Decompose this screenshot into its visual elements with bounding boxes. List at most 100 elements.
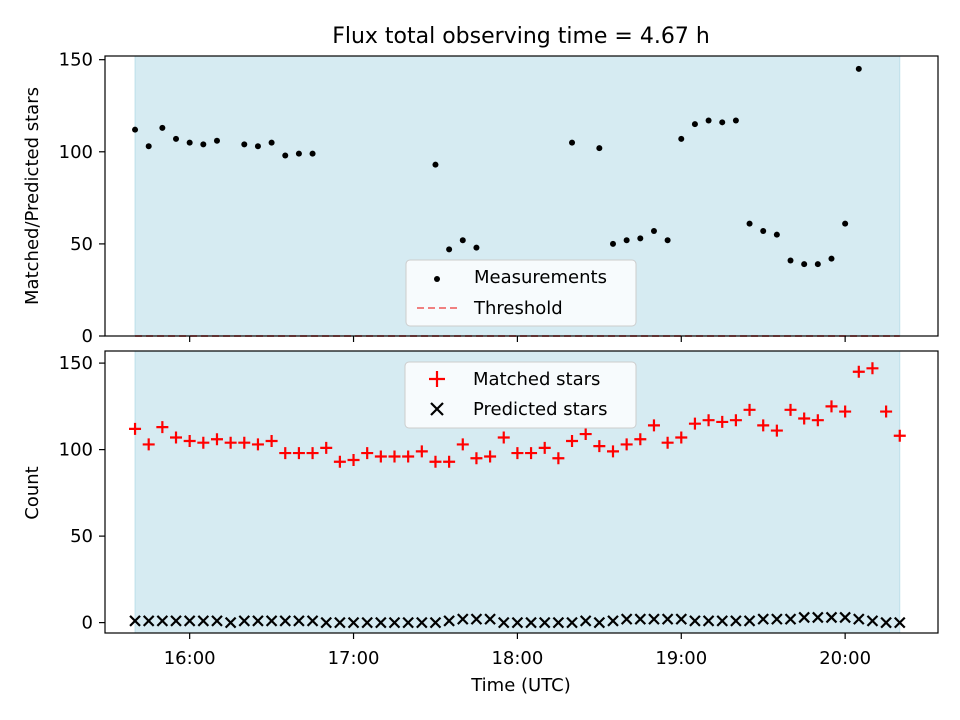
predicted-star-point [224,616,237,629]
matched-star-point [170,431,183,444]
predicted-star-point [880,616,892,629]
matched-star-point [729,414,742,427]
matched-star-point [798,412,811,425]
measurement-point [664,237,671,244]
bottom-panel-frame [104,350,939,634]
matched-star-point [251,438,264,451]
x-tick-label: 19:00 [655,648,707,669]
measurement-point [446,246,453,253]
measurement-point [609,240,616,247]
bottom-legend: Matched stars Predicted stars [404,361,637,429]
x-tick-label: 17:00 [328,648,380,669]
predicted-star-point [497,616,510,629]
predicted-star-point [634,613,647,625]
predicted-star-point [183,615,196,627]
predicted-star-point [784,613,797,625]
measurement-point [132,126,139,133]
x-tick-label: 20:00 [819,648,871,669]
matched-star-point [538,441,551,454]
matched-star-point [333,455,346,468]
measurement-point [473,244,480,251]
predicted-star-point [170,615,182,627]
top-y-tick-label: 50 [70,234,93,255]
matched-star-point [443,455,456,468]
measurement-point [719,119,726,126]
predicted-stars-points [129,611,906,629]
measurement-point [145,143,152,150]
matched-star-point [593,440,606,453]
matched-star-point [566,434,579,447]
predicted-star-point [702,615,715,627]
predicted-star-point [457,613,469,625]
matched-star-point [811,414,824,427]
top-y-tick-label: 0 [82,326,93,347]
predicted-star-point [620,613,633,625]
matched-star-point [279,447,292,460]
predicted-star-point [375,616,387,629]
measurement-point [268,139,275,146]
matched-star-point [129,422,142,435]
measurement-point [801,261,808,268]
predicted-star-point [661,613,674,625]
measurement-point [432,161,439,168]
top-y-axis: 0 50 100 150 [59,50,105,347]
predicted-star-point [197,615,210,627]
predicted-star-point [579,615,592,627]
matched-star-point [634,433,647,446]
matched-star-point [525,447,538,460]
predicted-star-point [388,616,401,629]
x-axis-label: Time (UTC) [470,675,571,696]
measurement-point [213,137,220,144]
chart-title: Flux total observing time = 4.67 h [332,24,710,49]
measurement-point [773,231,780,238]
matched-star-point [825,400,838,413]
measurement-point [678,135,685,142]
predicted-star-point [743,615,756,627]
top-y-tick-label: 150 [59,50,93,71]
predicted-star-point [757,613,769,625]
predicted-star-point [142,615,155,627]
predicted-star-point [825,611,838,624]
matched-star-point [197,436,210,449]
matched-star-point [470,452,483,465]
matched-star-point [675,431,688,444]
bottom-y-tick-label: 50 [70,526,93,547]
matched-star-point [456,438,469,451]
predicted-star-point [593,616,606,629]
matched-star-point [579,428,592,441]
predicted-star-point [265,615,278,627]
predicted-star-point [211,615,223,627]
matched-star-point [511,447,524,460]
measurement-point [760,228,767,234]
bottom-y-axis: 0 50 100 150 [59,353,105,634]
predicted-star-point [839,611,851,624]
predicted-star-point [293,615,305,627]
matched-star-point [142,438,155,451]
legend-matched-marker [429,371,445,387]
bottom-y-tick-label: 150 [59,353,93,374]
bottom-panel: 0 50 100 150 16:00 17:00 18:00 19:00 20:00 Coun… [22,350,939,696]
measurement-point [814,261,821,268]
matched-star-point [224,436,237,449]
predicted-star-point [866,615,879,627]
matched-star-point [306,447,319,460]
predicted-star-point [334,616,346,629]
measurements-points [132,65,862,268]
predicted-star-point [402,616,414,629]
matched-star-point [647,419,660,432]
x-tick-label: 16:00 [164,648,216,669]
matched-star-point [757,419,770,432]
matched-star-point [497,431,510,444]
predicted-star-point [675,613,688,625]
measurement-point [282,152,289,159]
matched-star-point [770,424,783,437]
top-x-ticks [189,336,846,342]
matched-star-point [156,421,169,434]
predicted-star-point [566,616,578,629]
matched-star-point [292,447,305,460]
matched-star-point [238,436,251,449]
top-panel: 0 50 100 150 Matched/Predicted stars Measur… [22,50,939,347]
measurement-point [309,150,316,157]
predicted-star-point [347,616,360,629]
